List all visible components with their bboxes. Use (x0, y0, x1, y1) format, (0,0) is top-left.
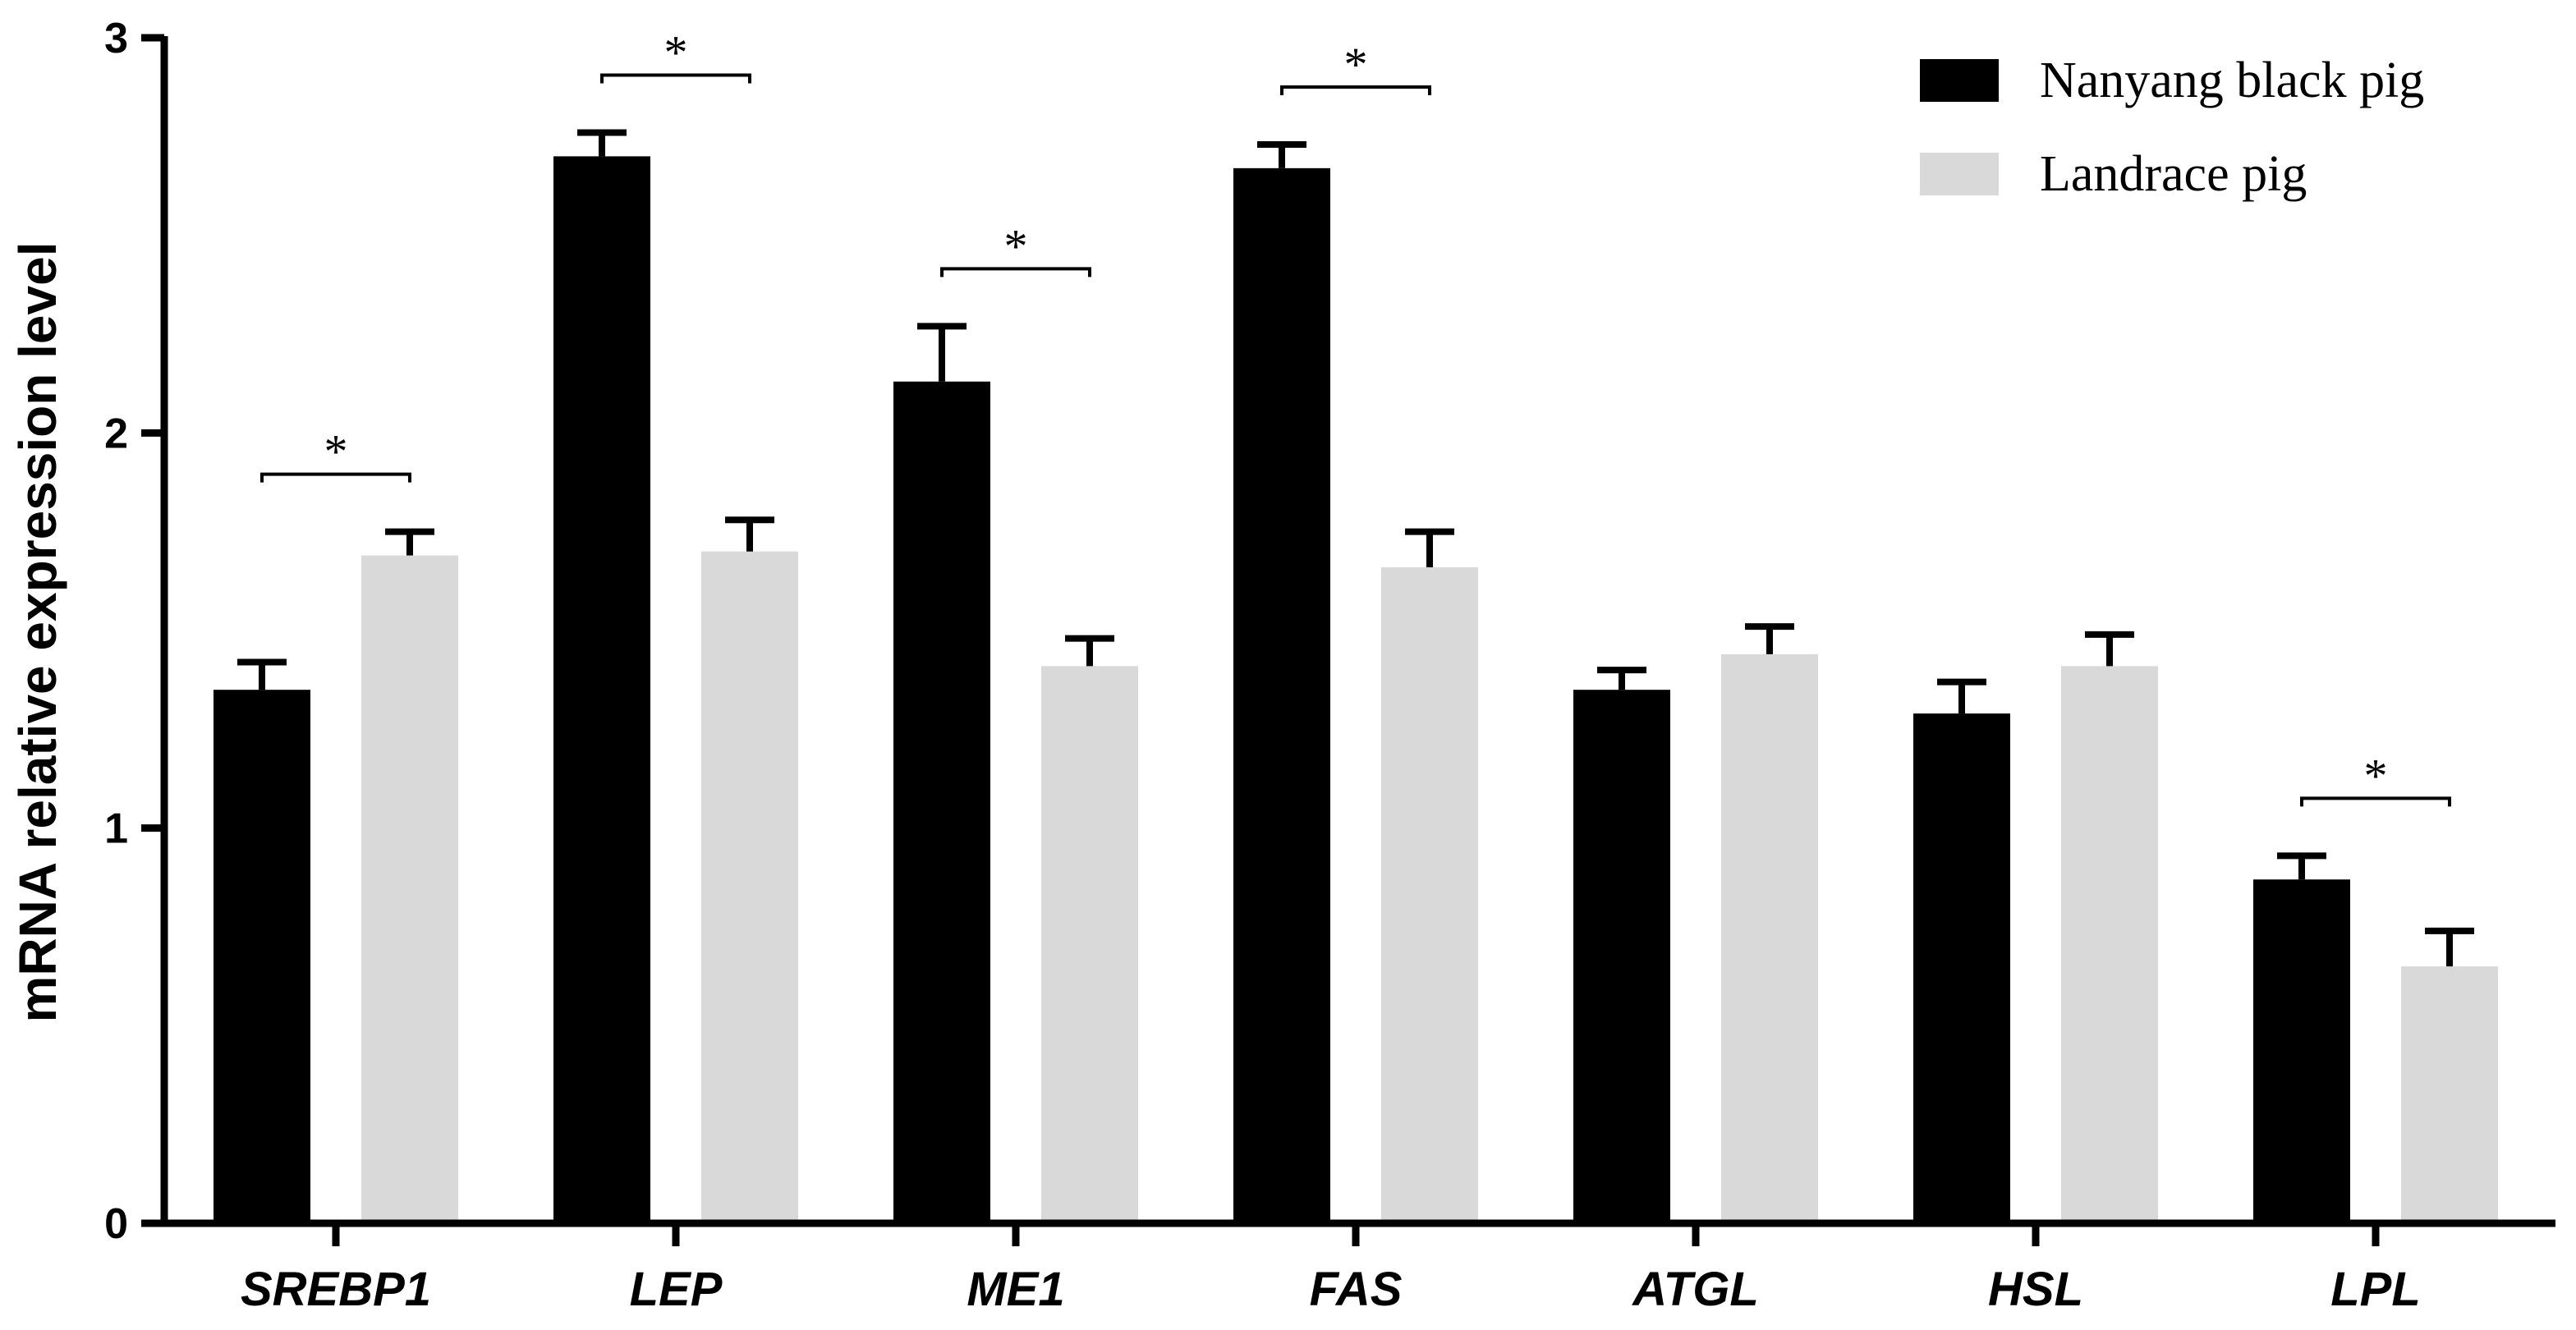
x-tick-label-fas: FAS (1310, 1263, 1403, 1316)
x-tick-label-lep: LEP (630, 1263, 723, 1316)
bar-lep-landrace (701, 551, 798, 1223)
x-tick-label-hsl: HSL (1988, 1263, 2083, 1316)
significance-label-lpl: * (2364, 749, 2388, 802)
bar-srebp1-landrace (361, 555, 458, 1223)
bar-me1-landrace (1041, 666, 1138, 1223)
significance-label-fas: * (1344, 38, 1368, 91)
x-tick-label-srebp1: SREBP1 (241, 1263, 431, 1316)
x-tick-label-atgl: ATGL (1631, 1263, 1759, 1316)
legend-label-landrace: Landrace pig (2040, 146, 2307, 202)
significance-bracket-lpl (2300, 796, 2451, 807)
legend-label-nanyang: Nanyang black pig (2040, 53, 2424, 108)
bar-fas-nanyang (1233, 167, 1330, 1224)
bar-hsl-nanyang (1913, 713, 2010, 1223)
significance-label-srebp1: * (324, 425, 348, 479)
y-tick-label-1: 1 (104, 805, 128, 853)
bar-lpl-landrace (2401, 966, 2498, 1223)
bar-atgl-nanyang (1573, 690, 1670, 1223)
y-tick-label-0: 0 (104, 1200, 128, 1248)
x-tick-label-lpl: LPL (2330, 1263, 2421, 1316)
bar-lpl-nanyang (2253, 879, 2350, 1223)
bar-hsl-landrace (2061, 666, 2158, 1223)
significance-label-lep: * (664, 26, 688, 80)
bar-atgl-landrace (1721, 654, 1818, 1223)
significance-bracket-me1 (940, 267, 1091, 277)
error-bars-layer (237, 129, 2474, 967)
significance-bracket-srebp1 (260, 472, 411, 483)
bar-lep-nanyang (553, 156, 650, 1223)
bars-layer (214, 156, 2498, 1224)
legend: Nanyang black pig Landrace pig (1920, 53, 2424, 202)
significance-bracket-lep (600, 73, 751, 84)
significance-bracket-fas (1280, 85, 1431, 95)
axes-layer: 0 1 2 3 SREBP1 LEP ME1 FAS ATGL HSL LPL (104, 15, 2555, 1316)
bar-srebp1-nanyang (214, 690, 310, 1223)
legend-swatch-landrace (1920, 153, 1999, 195)
significance-layer: * * * * * (260, 26, 2451, 807)
y-tick-label-3: 3 (104, 15, 128, 62)
y-axis-title: mRNA relative expression level (8, 242, 67, 1023)
bar-me1-nanyang (893, 381, 990, 1223)
bar-fas-landrace (1381, 566, 1478, 1223)
x-tick-label-me1: ME1 (967, 1263, 1064, 1316)
y-tick-label-2: 2 (104, 410, 128, 457)
legend-swatch-nanyang (1920, 59, 1999, 102)
significance-label-me1: * (1004, 219, 1028, 273)
